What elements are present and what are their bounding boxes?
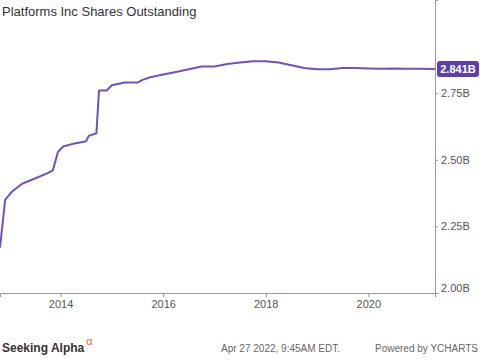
x-tick-mark — [61, 293, 62, 297]
y-tick: 2.25B — [435, 220, 470, 232]
x-tick-mark — [368, 293, 369, 297]
x-tick: 2016 — [151, 293, 175, 310]
y-tick-mark — [435, 226, 438, 227]
y-tick: 2.75B — [435, 87, 470, 99]
value-badge-label: 2.841B — [440, 63, 476, 75]
value-badge-box — [437, 61, 479, 77]
plot-area — [0, 61, 435, 247]
x-tick-label: 2020 — [357, 298, 381, 310]
x-axis: 2014 2016 2018 2020 — [1, 293, 436, 310]
x-tick-label: 2018 — [254, 298, 278, 310]
y-tick-label: 2.50B — [441, 154, 470, 166]
x-tick: 2018 — [254, 293, 278, 310]
source: Seeking Alpha — [2, 341, 85, 355]
y-axis: 2.00B 2.25B 2.50B 2.75B — [435, 1, 470, 295]
x-tick-mark — [163, 293, 164, 297]
y-tick-mark — [435, 293, 438, 294]
x-tick-label: 2014 — [49, 298, 73, 310]
x-tick: 2014 — [49, 293, 73, 310]
y-tick-mark — [435, 160, 438, 161]
x-axis-line — [1, 294, 436, 298]
chart: 2014 2016 2018 2020 2.00B 2.25B 2.50B 2.75B 2.84… — [0, 0, 480, 360]
title: Platforms Inc Shares Outstanding — [2, 4, 196, 19]
y-tick-label: 2.75B — [441, 87, 470, 99]
x-tick-mark — [266, 293, 267, 297]
footer-credit: Powered by YCHARTS — [375, 343, 478, 354]
y-tick: 2.00B — [435, 282, 470, 294]
y-tick-label: 2.25B — [441, 220, 470, 232]
footer-date: Apr 27 2022, 9:45AM EDT. — [221, 343, 340, 354]
value-badge: 2.841B — [437, 61, 479, 77]
x-tick-label: 2016 — [151, 298, 175, 310]
source-mark: α — [86, 335, 93, 347]
y-tick-label: 2.00B — [441, 282, 470, 294]
series-line — [0, 61, 435, 247]
y-tick: 2.50B — [435, 154, 470, 166]
y-tick-mark — [435, 93, 438, 94]
y-axis-line — [436, 1, 439, 294]
x-tick: 2020 — [357, 293, 381, 310]
